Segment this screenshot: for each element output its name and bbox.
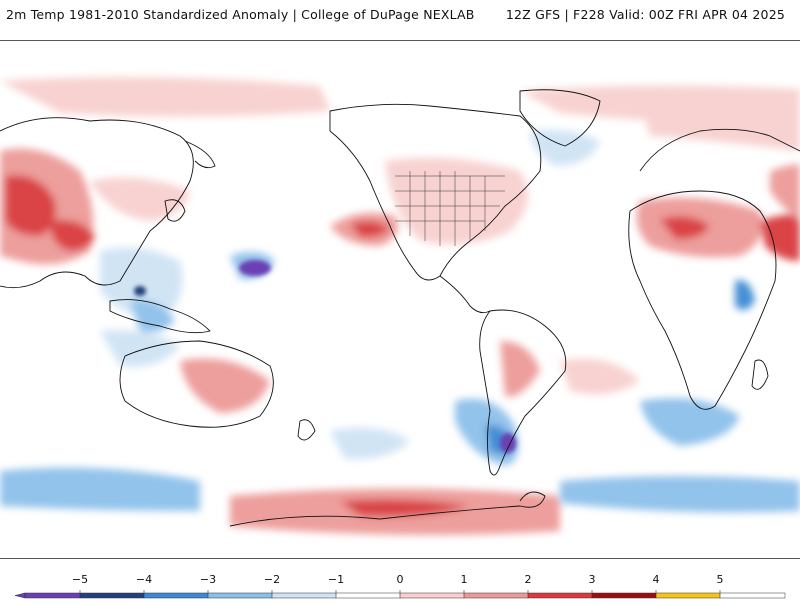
warm-china bbox=[90, 177, 190, 221]
warm-antarctica-core bbox=[340, 499, 470, 517]
colorbar: −5 −4 −3 −2 −1 0 1 2 3 4 5 bbox=[0, 568, 800, 600]
anomaly-map bbox=[0, 40, 800, 559]
central-america-coast bbox=[439, 275, 491, 314]
colorbar-tick-label: −5 bbox=[71, 573, 89, 586]
europe-coast bbox=[639, 128, 800, 172]
colorbar-tick-label: 3 bbox=[588, 573, 596, 586]
colorbar-tick-label: 4 bbox=[652, 573, 660, 586]
australia-coast bbox=[119, 340, 274, 428]
colorbar-segment bbox=[208, 593, 272, 598]
colorbar-tick-label: 2 bbox=[524, 573, 532, 586]
colorbar-segment bbox=[144, 593, 208, 598]
antarctica-coast bbox=[229, 491, 546, 527]
colorbar-tick-label: −3 bbox=[199, 573, 217, 586]
cold-southern-ocean-west bbox=[0, 467, 200, 511]
africa-coast bbox=[628, 190, 777, 410]
us-state-lines bbox=[395, 171, 505, 246]
warm-sahara-core bbox=[660, 216, 710, 240]
north-america-coast bbox=[329, 103, 542, 281]
colorbar-segment bbox=[25, 593, 80, 598]
warm-asia-west-core bbox=[5, 175, 56, 236]
cold-west-pacific bbox=[100, 247, 183, 321]
colorbar-segment bbox=[592, 593, 656, 598]
cold-indian-ocean bbox=[100, 330, 180, 367]
warm-south-america bbox=[500, 341, 540, 397]
cold-east-africa bbox=[735, 280, 755, 310]
colorbar-min-arrow bbox=[14, 592, 26, 599]
warm-anomaly-layer bbox=[0, 77, 800, 535]
warm-north-america bbox=[385, 157, 528, 245]
model-run-info: 12Z GFS | F228 Valid: 00Z FRI APR 04 202… bbox=[505, 7, 785, 22]
colorbar-segment bbox=[272, 593, 336, 598]
warm-south-atlantic bbox=[560, 358, 640, 395]
new-zealand-coast bbox=[297, 419, 316, 441]
maritime-se-asia-coast bbox=[109, 299, 211, 334]
warm-australia bbox=[180, 358, 270, 413]
colorbar-segment bbox=[400, 593, 464, 598]
colorbar-segment bbox=[464, 593, 528, 598]
cold-core-patagonia bbox=[500, 433, 516, 453]
cold-south-pacific bbox=[330, 427, 410, 460]
colorbar-tick-label: −1 bbox=[327, 573, 345, 586]
product-title: 2m Temp 1981-2010 Standardized Anomaly |… bbox=[6, 7, 475, 22]
warm-pacific-nw-core bbox=[350, 220, 390, 238]
madagascar-coast bbox=[751, 359, 769, 390]
colorbar-tick-label: 0 bbox=[396, 573, 404, 586]
warm-central-asia-east bbox=[770, 164, 800, 221]
colorbar-segment bbox=[656, 593, 720, 598]
map-canvas bbox=[0, 77, 800, 535]
warm-arctic-strip bbox=[0, 77, 330, 117]
japan-coast bbox=[164, 199, 186, 222]
warm-arabia bbox=[760, 214, 800, 261]
greenland-coast bbox=[519, 89, 601, 147]
colorbar-segment bbox=[336, 593, 400, 598]
cold-north-atlantic bbox=[530, 129, 600, 166]
cold-core-pacific bbox=[239, 260, 271, 276]
coastlines bbox=[0, 89, 800, 527]
asia-coast bbox=[0, 117, 194, 289]
south-america-coast bbox=[479, 309, 567, 476]
kamchatka-coast bbox=[184, 140, 216, 169]
colorbar-tick-label: 1 bbox=[460, 573, 468, 586]
cold-core-philippines bbox=[134, 286, 146, 296]
colorbar-scale bbox=[14, 590, 786, 599]
cold-core-spots bbox=[134, 260, 516, 453]
colorbar-segment bbox=[80, 593, 144, 598]
cold-south-indian bbox=[640, 398, 740, 446]
cold-southern-ocean-east bbox=[560, 476, 800, 513]
warm-himalaya bbox=[50, 220, 95, 251]
cold-maritime bbox=[130, 300, 175, 333]
header: 2m Temp 1981-2010 Standardized Anomaly |… bbox=[0, 0, 800, 30]
colorbar-tick-label: −2 bbox=[263, 573, 281, 586]
colorbar-tick-label: 5 bbox=[716, 573, 724, 586]
colorbar-tick-label: −4 bbox=[135, 573, 153, 586]
colorbar-segment bbox=[528, 593, 592, 598]
cold-anomaly-layer bbox=[0, 129, 800, 513]
colorbar-outline bbox=[24, 592, 786, 599]
